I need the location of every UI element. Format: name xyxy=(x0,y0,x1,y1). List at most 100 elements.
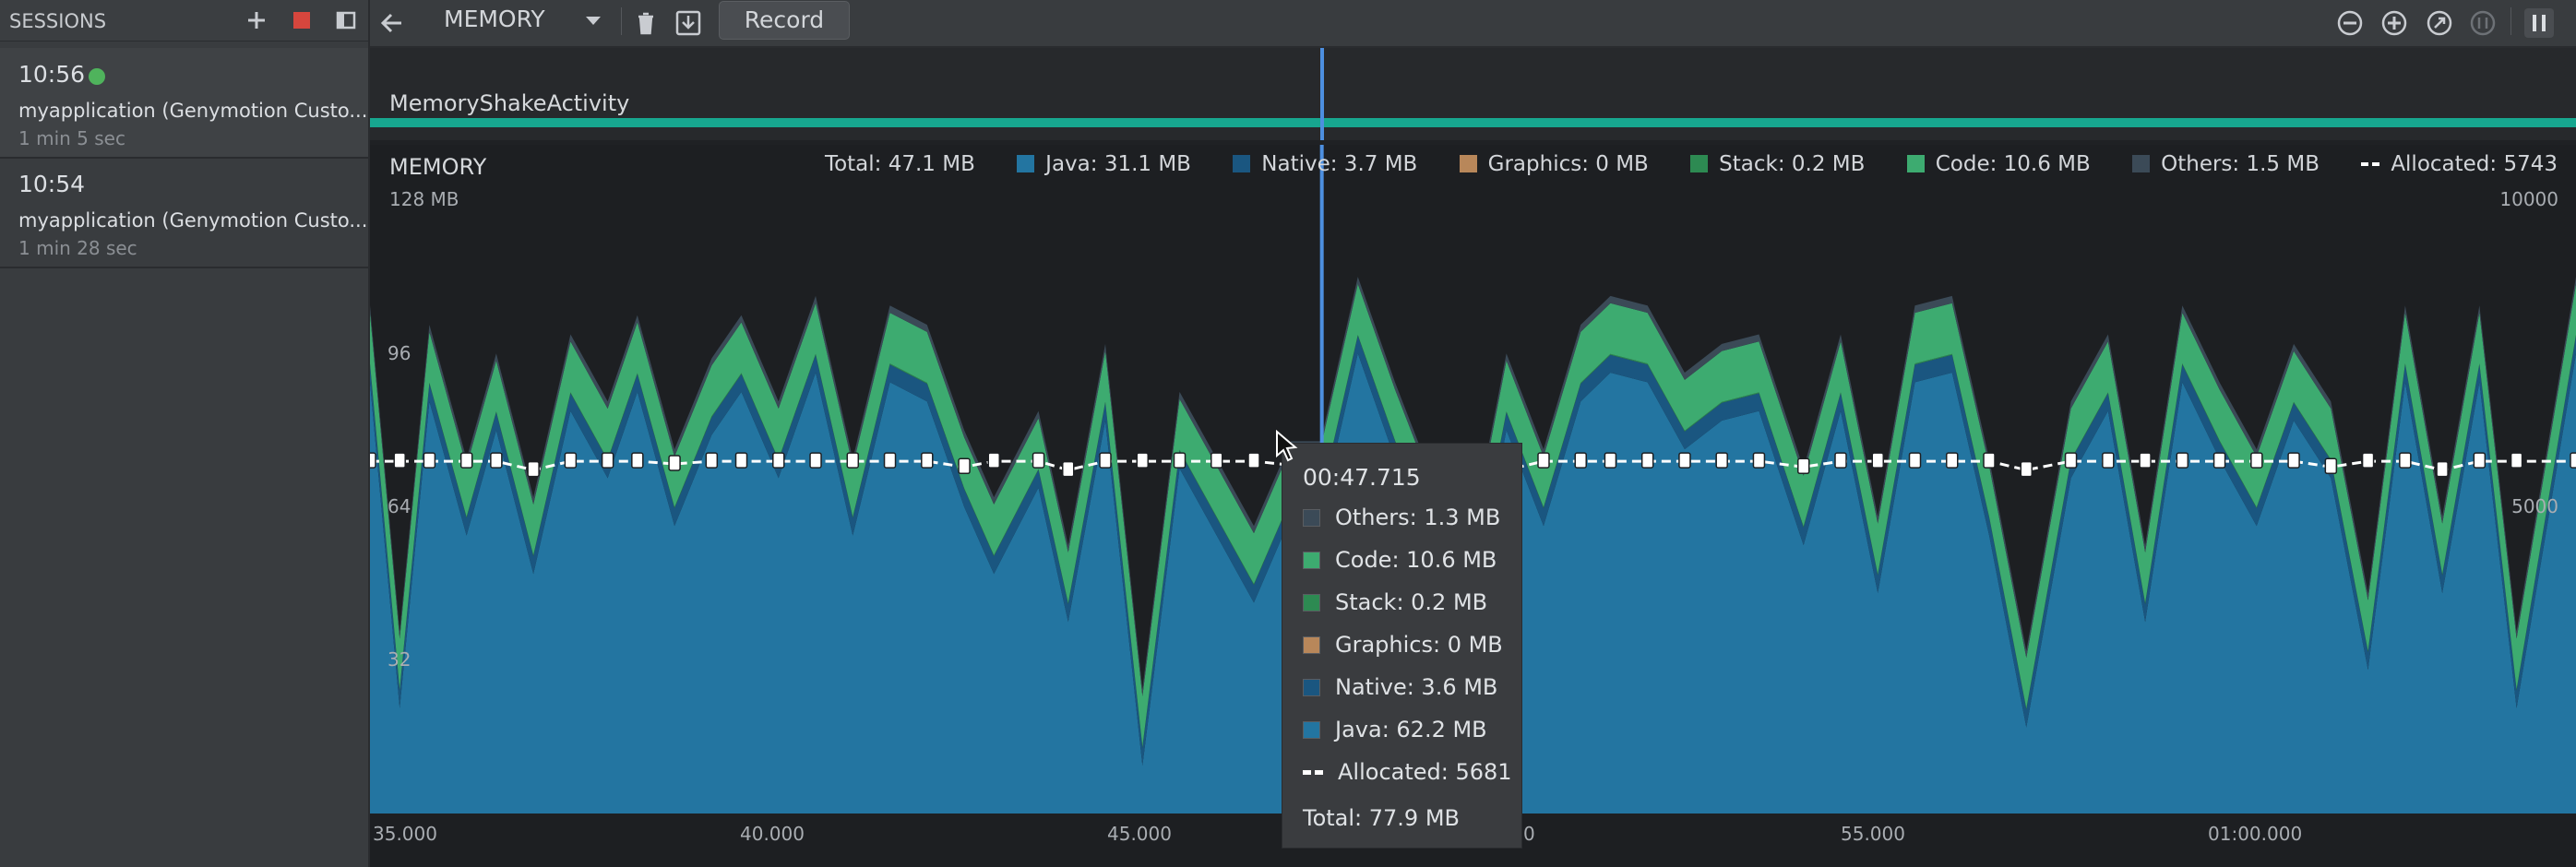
tooltip-swatch xyxy=(1303,509,1320,527)
allocated-point xyxy=(370,452,376,469)
allocated-point xyxy=(2212,452,2226,469)
memory-title: MEMORY xyxy=(389,154,487,180)
tooltip-label: Code: 10.6 MB xyxy=(1335,547,1497,573)
allocated-point xyxy=(2570,452,2576,469)
allocated-point xyxy=(1537,452,1550,469)
session-name: myapplication (Genymotion Custo... xyxy=(18,100,368,122)
legend-label: Graphics: 0 MB xyxy=(1487,152,1649,176)
session-item[interactable]: 10:56 myapplication (Genymotion Custo...… xyxy=(0,48,368,159)
legend-swatch xyxy=(2132,155,2151,172)
allocated-point xyxy=(734,452,748,469)
session-name: myapplication (Genymotion Custo... xyxy=(18,209,368,232)
legend-label: Java: 31.1 MB xyxy=(1045,152,1191,176)
zoom-out-icon[interactable] xyxy=(2333,6,2367,40)
legend-item-others: Others: 1.5 MB xyxy=(2132,152,2320,176)
tooltip-label: Java: 62.2 MB xyxy=(1335,717,1487,742)
y-axis-label: 128 MB xyxy=(389,188,459,210)
tooltip-swatch xyxy=(1303,721,1320,739)
tooltip-label: Graphics: 0 MB xyxy=(1335,632,1503,658)
allocated-point xyxy=(1678,452,1691,469)
x-axis-label: 55.000 xyxy=(1841,823,1905,845)
legend-total: Total: 47.1 MB xyxy=(824,152,975,176)
y-axis-label: 32 xyxy=(388,648,411,671)
allocated-point xyxy=(490,452,503,469)
allocated-point xyxy=(2473,452,2487,469)
legend-item-graphics: Graphics: 0 MB xyxy=(1459,152,1649,176)
tooltip-label: Stack: 0.2 MB xyxy=(1335,589,1488,615)
allocated-point xyxy=(1640,452,1654,469)
allocated-point xyxy=(564,452,578,469)
allocated-point xyxy=(2361,452,2375,469)
allocated-point xyxy=(2324,457,2338,475)
tooltip-label: Others: 1.3 MB xyxy=(1335,505,1501,530)
allocated-point xyxy=(1715,452,1728,469)
legend-label: Others: 1.5 MB xyxy=(2161,152,2320,176)
allocated-point xyxy=(772,452,785,469)
timeline-cursor-activity xyxy=(1319,48,1324,140)
heap-dump-icon[interactable] xyxy=(672,6,705,40)
x-axis-label: 01:00.000 xyxy=(2208,823,2303,845)
stop-icon[interactable] xyxy=(287,6,316,35)
profiler-toolbar: MEMORY Record xyxy=(370,0,2576,48)
add-icon[interactable] xyxy=(242,6,271,35)
pause-icon[interactable] xyxy=(2522,6,2556,40)
allocated-point xyxy=(705,452,719,469)
allocated-point xyxy=(2399,452,2412,469)
legend-swatch xyxy=(1459,155,1477,172)
allocated-point xyxy=(883,452,897,469)
tooltip-row-others: Others: 1.3 MB xyxy=(1303,505,1500,530)
legend-item-java: Java: 31.1 MB xyxy=(1017,152,1191,176)
allocated-point xyxy=(1983,452,1996,469)
legend-label: Stack: 0.2 MB xyxy=(1719,152,1866,176)
allocated-point xyxy=(1946,452,1959,469)
legend-dash xyxy=(2361,162,2380,166)
legend-item-stack: Stack: 0.2 MB xyxy=(1690,152,1865,176)
y2-axis-label: 10000 xyxy=(2499,188,2558,210)
y-axis-label: 96 xyxy=(388,342,411,364)
legend-swatch xyxy=(1906,155,1925,172)
sessions-panel: SESSIONS 10:56 myapplication (Genymotion… xyxy=(0,0,370,867)
session-time: 10:56 xyxy=(18,61,86,88)
tooltip-swatch xyxy=(1303,594,1320,612)
allocated-point xyxy=(2510,452,2523,469)
area-others xyxy=(370,277,2576,696)
allocated-point xyxy=(1173,452,1187,469)
allocated-point xyxy=(2064,452,2078,469)
activity-strip[interactable] xyxy=(370,118,2576,127)
allocated-point xyxy=(1604,452,1617,469)
allocated-point xyxy=(846,452,860,469)
memory-chart[interactable] xyxy=(370,145,2576,867)
profiler-select-value: MEMORY xyxy=(444,6,545,32)
mouse-cursor-icon xyxy=(1276,430,1298,462)
allocated-point xyxy=(2436,460,2449,478)
tooltip-label: Native: 3.6 MB xyxy=(1335,674,1498,700)
reset-zoom-icon[interactable] xyxy=(2423,6,2456,40)
legend-swatch xyxy=(1017,155,1035,172)
tooltip-row-graphics: Graphics: 0 MB xyxy=(1303,632,1503,658)
live-icon[interactable] xyxy=(2466,6,2499,40)
allocated-point xyxy=(958,457,971,475)
profiler-select[interactable]: MEMORY xyxy=(425,0,647,41)
allocated-point xyxy=(2250,452,2263,469)
back-arrow-icon[interactable] xyxy=(376,6,409,40)
legend-label: Native: 3.7 MB xyxy=(1261,152,1418,176)
zoom-in-icon[interactable] xyxy=(2378,6,2411,40)
x-axis-label: 40.000 xyxy=(740,823,805,845)
tooltip-total: Total: 77.9 MB xyxy=(1303,805,1461,831)
legend-swatch xyxy=(1233,155,1251,172)
trash-icon[interactable] xyxy=(629,6,662,40)
allocated-point xyxy=(527,460,540,478)
legend-item-allocated: Allocated: 5743 xyxy=(2361,152,2558,176)
x-axis-label: 35.000 xyxy=(373,823,437,845)
collapse-panel-icon[interactable] xyxy=(331,6,361,35)
legend-swatch xyxy=(1690,155,1709,172)
allocated-point xyxy=(987,452,1000,469)
allocated-point xyxy=(1752,452,1766,469)
record-button[interactable]: Record xyxy=(719,1,850,40)
tooltip-row-native: Native: 3.6 MB xyxy=(1303,674,1497,700)
tooltip-swatch xyxy=(1303,552,1320,569)
allocated-point xyxy=(1871,452,1885,469)
tooltip-row-code: Code: 10.6 MB xyxy=(1303,547,1497,573)
session-item[interactable]: 10:54 myapplication (Genymotion Custo...… xyxy=(0,158,368,268)
dropdown-icon xyxy=(586,17,601,25)
